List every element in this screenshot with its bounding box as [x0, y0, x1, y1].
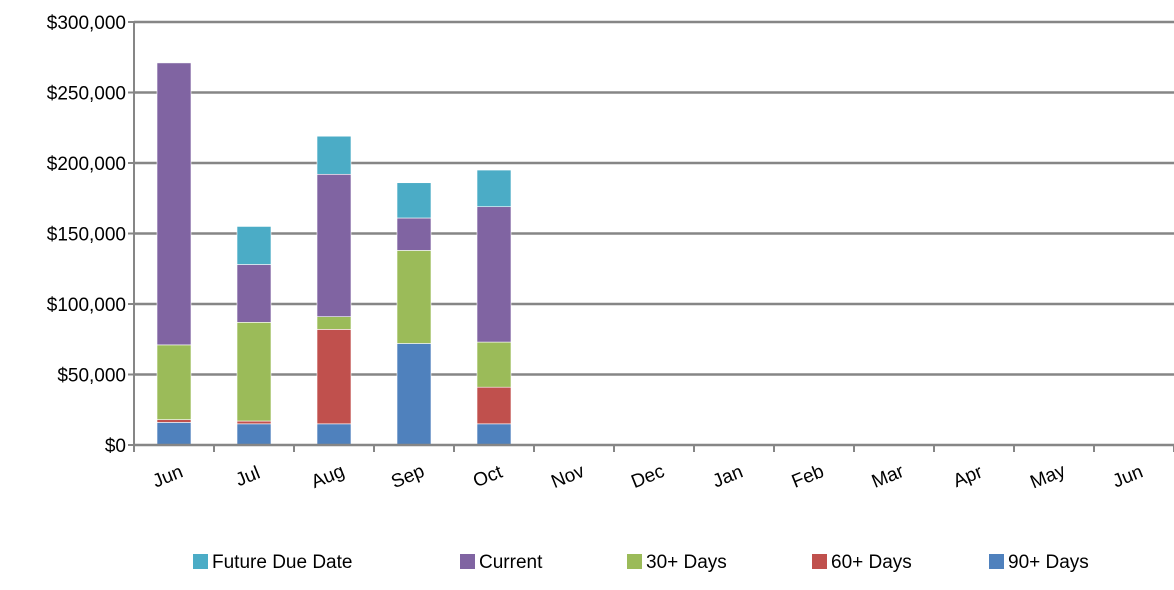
x-tick-label: Oct [470, 461, 506, 492]
legend-swatch-future-due-date [193, 554, 208, 569]
x-tick-label: Jul [233, 463, 263, 492]
axes [128, 21, 1174, 452]
legend-label-30-days: 30+ Days [646, 552, 727, 573]
bar-segment-future-due-date [236, 226, 272, 265]
x-tick-labels: Jun Jul Aug Sep Oct Nov Dec Jan Feb Mar Apr May Jun [150, 460, 1146, 493]
bar-segment-current [316, 173, 352, 317]
bar-segment-60-days [236, 420, 272, 425]
x-tick-label: Mar [869, 461, 908, 493]
bar-segment-30-days [316, 316, 352, 330]
bar-segment-future-due-date [316, 135, 352, 175]
bar-segment-current [236, 264, 272, 323]
bar-segment-30-days [156, 344, 192, 420]
legend: Future Due Date Current 30+ Days 60+ Days 90… [193, 552, 1089, 573]
x-tick-label: Aug [308, 461, 347, 493]
legend-label-future-due-date: Future Due Date [212, 552, 352, 573]
legend-swatch-90-days [989, 554, 1004, 569]
x-tick-label: Nov [548, 461, 588, 493]
y-tick-label: $50,000 [57, 366, 126, 387]
y-tick-label: $0 [105, 436, 126, 457]
legend-swatch-60-days [812, 554, 827, 569]
bar-segment-future-due-date [396, 182, 432, 219]
legend-swatch-current [460, 554, 475, 569]
x-tick-label: Apr [950, 461, 986, 492]
bar-segment-current [396, 217, 432, 251]
x-tick-label: Sep [388, 461, 427, 493]
y-tick-label: $100,000 [47, 295, 126, 316]
y-tick-label: $200,000 [47, 154, 126, 175]
x-tick-label: May [1027, 460, 1069, 493]
bar-segment-60-days [316, 329, 352, 425]
bar-segment-90-days [156, 422, 192, 446]
x-tick-label: Dec [628, 461, 667, 493]
x-tick-label: Jun [150, 461, 186, 492]
bar-segment-future-due-date [476, 169, 512, 208]
bar-segment-current [156, 62, 192, 346]
legend-swatch-30-days [627, 554, 642, 569]
legend-label-90-days: 90+ Days [1008, 552, 1089, 573]
legend-label-current: Current [479, 552, 543, 573]
bar-segment-90-days [396, 343, 432, 446]
x-tick-label: Feb [789, 461, 827, 493]
bar-segment-90-days [476, 423, 512, 446]
bars [156, 62, 512, 446]
bar-segment-90-days [316, 423, 352, 446]
x-tick-label: Jun [1110, 461, 1146, 492]
bar-segment-60-days [156, 419, 192, 423]
y-tick-labels: $0 $50,000 $100,000 $150,000 $200,000 $250,00… [47, 13, 126, 457]
y-tick-label: $150,000 [47, 225, 126, 246]
x-tick-label: Jan [710, 461, 746, 492]
bar-segment-30-days [396, 250, 432, 344]
gridlines [134, 20, 1174, 376]
bar-segment-30-days [476, 341, 512, 388]
y-tick-label: $250,000 [47, 84, 126, 105]
legend-label-60-days: 60+ Days [831, 552, 912, 573]
y-tick-label: $300,000 [47, 13, 126, 34]
bar-segment-90-days [236, 423, 272, 446]
bar-segment-current [476, 206, 512, 343]
bar-segment-60-days [476, 386, 512, 425]
bar-segment-30-days [236, 322, 272, 422]
